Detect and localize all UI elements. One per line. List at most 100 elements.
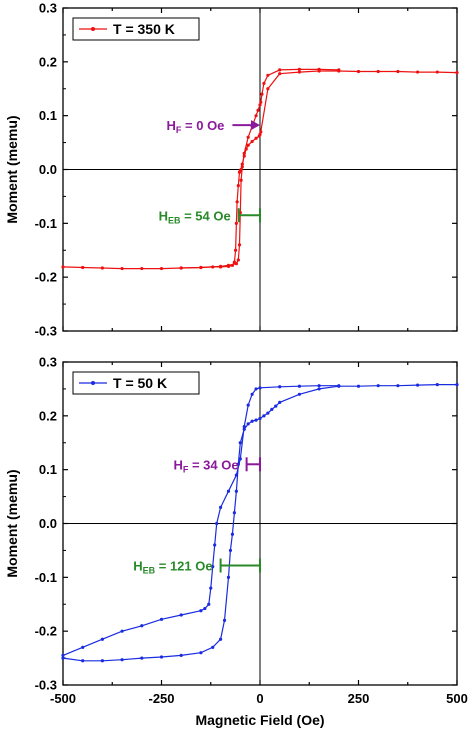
data-point [242,425,246,429]
data-point [274,404,278,408]
y-tick-label: -0.3 [35,678,57,693]
data-point [140,656,144,660]
data-point [242,151,246,155]
data-point [236,184,240,188]
y-tick-label: 0.3 [39,355,57,370]
data-point [226,489,231,493]
data-point [266,411,270,415]
annotation-label: HF = 34 Oe [173,457,238,474]
data-point [455,383,459,387]
data-point [258,132,262,137]
data-point [199,651,203,655]
y-tick-label: 0.2 [39,54,57,69]
data-point [297,70,301,74]
data-point [236,258,240,262]
data-point [159,617,164,621]
data-point [337,68,341,72]
data-point [396,69,400,74]
data-point [396,384,400,388]
data-point [219,637,223,641]
data-point [237,243,242,247]
y-tick-label: 0.2 [39,408,57,423]
legend-box [72,371,200,395]
data-point [246,403,250,407]
data-point [250,419,254,423]
data-point [120,266,124,271]
legend-marker [91,381,95,385]
x-axis-title: Magnetic Field (Oe) [195,712,324,728]
data-point [297,392,301,396]
data-point [61,653,65,657]
data-point [230,532,235,536]
data-point [297,384,301,388]
data-point [209,586,213,590]
data-point [259,100,263,104]
legend-label: T = 350 K [113,21,175,37]
data-point [61,265,65,269]
data-point [232,511,236,515]
data-point [259,130,263,134]
data-point [239,178,243,182]
data-point [120,658,124,662]
data-point [61,656,65,660]
data-point [317,387,321,391]
data-point [254,114,258,118]
y-tick-label: -0.1 [35,570,57,585]
data-point [140,624,144,628]
data-point [81,645,85,649]
data-point [219,505,223,509]
series-line [62,385,339,656]
data-point [246,135,250,139]
data-point [179,613,183,617]
data-point [416,383,420,387]
y-tick-label: -0.3 [35,324,57,339]
data-point [179,266,183,270]
x-tick-label: 250 [348,691,370,706]
data-point [240,165,244,169]
y-tick-label: 0.1 [39,462,57,477]
data-point [100,266,104,270]
data-point [159,266,164,271]
data-point [416,70,420,74]
data-point [250,392,254,396]
data-point [376,69,380,74]
data-point [81,265,85,270]
annotation-label: HEB = 54 Oe [159,208,231,225]
data-point [256,108,260,112]
data-point [266,87,270,91]
data-point [226,263,231,267]
legend-label: T = 50 K [113,375,167,391]
data-point [238,457,242,461]
y-tick-label: 0.0 [39,162,57,177]
data-point [234,473,238,477]
data-point [81,659,85,663]
data-point [199,265,203,270]
data-point [246,422,250,426]
data-point [234,221,238,225]
annotation-label: HEB = 121 Oe [133,558,212,575]
data-point [254,387,258,391]
data-point [356,384,361,388]
data-point [278,72,282,76]
data-point [262,414,266,418]
data-point [258,386,262,390]
x-tick-label: -250 [148,691,174,706]
data-point [234,489,238,493]
y-axis-title: Moment (memu) [4,469,20,577]
y-axis-title: Moment (memu) [4,115,20,223]
y-tick-label: -0.2 [35,270,57,285]
data-point [317,384,321,388]
y-tick-label: 0.1 [39,108,57,123]
data-point [435,70,439,74]
data-point [297,67,301,71]
data-point [262,81,266,85]
data-point [254,136,258,140]
data-point [235,200,239,204]
data-point [356,69,361,74]
legend-box [72,17,200,41]
data-point [254,418,258,422]
data-point [213,543,217,547]
data-point [159,655,164,659]
data-point [246,143,250,147]
